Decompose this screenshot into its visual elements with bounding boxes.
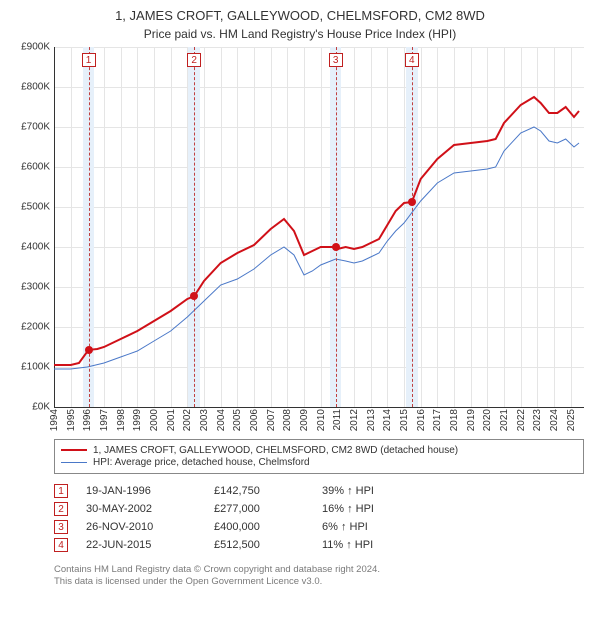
- x-axis-label: 1994: [49, 409, 60, 431]
- events-table: 1 19-JAN-1996 £142,750 39% ↑ HPI 2 30-MAY-200…: [54, 480, 584, 556]
- event-table-row: 1 19-JAN-1996 £142,750 39% ↑ HPI: [54, 484, 584, 498]
- x-axis-label: 2022: [516, 409, 527, 431]
- x-axis-label: 2020: [482, 409, 493, 431]
- x-axis-label: 2021: [499, 409, 510, 431]
- page-subtitle: Price paid vs. HM Land Registry's House …: [10, 27, 590, 41]
- x-axis-label: 2009: [299, 409, 310, 431]
- x-axis-label: 1999: [132, 409, 143, 431]
- x-axis-label: 1998: [116, 409, 127, 431]
- event-number-badge: 3: [54, 520, 68, 534]
- event-table-row: 3 26-NOV-2010 £400,000 6% ↑ HPI: [54, 520, 584, 534]
- x-axis-label: 2025: [566, 409, 577, 431]
- y-axis-label: £800K: [21, 81, 54, 92]
- event-hpi-delta: 11% ↑ HPI: [322, 539, 442, 551]
- x-axis-label: 2006: [249, 409, 260, 431]
- chart-series: [54, 47, 584, 407]
- y-axis-label: £300K: [21, 281, 54, 292]
- event-number-badge: 1: [54, 484, 68, 498]
- event-table-row: 2 30-MAY-2002 £277,000 16% ↑ HPI: [54, 502, 584, 516]
- event-price: £277,000: [214, 503, 304, 515]
- event-date: 30-MAY-2002: [86, 503, 196, 515]
- event-badge: 3: [329, 53, 343, 67]
- x-axis-label: 2004: [216, 409, 227, 431]
- price-chart: £0K£100K£200K£300K£400K£500K£600K£700K£8…: [54, 47, 584, 407]
- x-axis-label: 2002: [182, 409, 193, 431]
- event-price: £512,500: [214, 539, 304, 551]
- x-axis-label: 2010: [316, 409, 327, 431]
- gridline-horizontal: [54, 407, 584, 408]
- x-axis-label: 2011: [332, 409, 343, 431]
- event-badge: 1: [82, 53, 96, 67]
- legend-swatch: [61, 462, 87, 463]
- y-axis-label: £900K: [21, 41, 54, 52]
- x-axis-label: 2014: [382, 409, 393, 431]
- event-date: 19-JAN-1996: [86, 485, 196, 497]
- footer-line-1: Contains HM Land Registry data © Crown c…: [54, 564, 584, 576]
- price-marker: [85, 346, 93, 354]
- event-date: 26-NOV-2010: [86, 521, 196, 533]
- event-badge: 2: [187, 53, 201, 67]
- x-axis-label: 2001: [166, 409, 177, 431]
- x-axis-label: 2015: [399, 409, 410, 431]
- x-axis-label: 2012: [349, 409, 360, 431]
- event-marker-line: [194, 47, 195, 407]
- legend-label: 1, JAMES CROFT, GALLEYWOOD, CHELMSFORD, …: [93, 445, 458, 456]
- x-axis-label: 1996: [82, 409, 93, 431]
- x-axis-label: 2019: [466, 409, 477, 431]
- price-marker: [332, 243, 340, 251]
- x-axis-label: 2008: [282, 409, 293, 431]
- x-axis-label: 2017: [432, 409, 443, 431]
- event-marker-line: [336, 47, 337, 407]
- event-hpi-delta: 6% ↑ HPI: [322, 521, 442, 533]
- event-table-row: 4 22-JUN-2015 £512,500 11% ↑ HPI: [54, 538, 584, 552]
- chart-legend: 1, JAMES CROFT, GALLEYWOOD, CHELMSFORD, …: [54, 439, 584, 474]
- footer-attribution: Contains HM Land Registry data © Crown c…: [54, 564, 584, 589]
- y-axis-label: £200K: [21, 321, 54, 332]
- x-axis-label: 2018: [449, 409, 460, 431]
- price-marker: [408, 198, 416, 206]
- x-axis-label: 2024: [549, 409, 560, 431]
- y-axis-label: £400K: [21, 241, 54, 252]
- x-axis-label: 1997: [99, 409, 110, 431]
- legend-label: HPI: Average price, detached house, Chel…: [93, 457, 310, 468]
- price-marker: [190, 292, 198, 300]
- event-number-badge: 4: [54, 538, 68, 552]
- x-axis-label: 2023: [532, 409, 543, 431]
- y-axis-label: £100K: [21, 361, 54, 372]
- y-axis-label: £500K: [21, 201, 54, 212]
- page-title: 1, JAMES CROFT, GALLEYWOOD, CHELMSFORD, …: [10, 8, 590, 25]
- x-axis-label: 2005: [232, 409, 243, 431]
- x-axis-label: 2016: [416, 409, 427, 431]
- series-line-subject: [54, 97, 579, 365]
- event-hpi-delta: 39% ↑ HPI: [322, 485, 442, 497]
- legend-row: HPI: Average price, detached house, Chel…: [61, 457, 577, 468]
- event-price: £400,000: [214, 521, 304, 533]
- legend-swatch: [61, 449, 87, 451]
- event-price: £142,750: [214, 485, 304, 497]
- event-number-badge: 2: [54, 502, 68, 516]
- x-axis-label: 1995: [66, 409, 77, 431]
- y-axis-label: £700K: [21, 121, 54, 132]
- event-marker-line: [412, 47, 413, 407]
- event-date: 22-JUN-2015: [86, 539, 196, 551]
- event-hpi-delta: 16% ↑ HPI: [322, 503, 442, 515]
- x-axis-label: 2000: [149, 409, 160, 431]
- event-badge: 4: [405, 53, 419, 67]
- x-axis-label: 2003: [199, 409, 210, 431]
- footer-line-2: This data is licensed under the Open Gov…: [54, 576, 584, 588]
- x-axis-label: 2007: [266, 409, 277, 431]
- x-axis-label: 2013: [366, 409, 377, 431]
- y-axis-label: £600K: [21, 161, 54, 172]
- legend-row: 1, JAMES CROFT, GALLEYWOOD, CHELMSFORD, …: [61, 445, 577, 456]
